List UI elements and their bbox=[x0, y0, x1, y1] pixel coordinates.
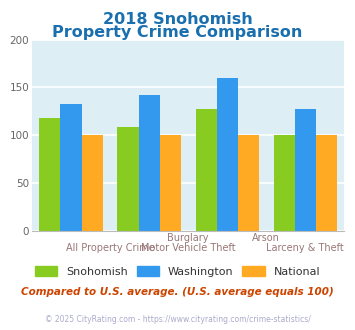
Bar bbox=[60, 104, 82, 231]
Text: Compared to U.S. average. (U.S. average equals 100): Compared to U.S. average. (U.S. average … bbox=[21, 287, 334, 297]
Text: Larceny & Theft: Larceny & Theft bbox=[266, 243, 344, 252]
Bar bbox=[217, 78, 238, 231]
Bar bbox=[39, 118, 60, 231]
Bar bbox=[316, 135, 337, 231]
Bar bbox=[160, 135, 181, 231]
Text: 2018 Snohomish: 2018 Snohomish bbox=[103, 12, 252, 26]
Text: Motor Vehicle Theft: Motor Vehicle Theft bbox=[141, 243, 235, 252]
Bar bbox=[82, 135, 103, 231]
Text: Burglary: Burglary bbox=[168, 233, 209, 243]
Bar bbox=[118, 127, 138, 231]
Text: Property Crime Comparison: Property Crime Comparison bbox=[52, 25, 303, 40]
Text: Arson: Arson bbox=[252, 233, 280, 243]
Text: © 2025 CityRating.com - https://www.cityrating.com/crime-statistics/: © 2025 CityRating.com - https://www.city… bbox=[45, 315, 310, 324]
Bar bbox=[238, 135, 259, 231]
Bar bbox=[295, 110, 316, 231]
Bar bbox=[138, 95, 160, 231]
Bar bbox=[196, 109, 217, 231]
Text: All Property Crime: All Property Crime bbox=[66, 243, 154, 252]
Bar bbox=[274, 135, 295, 231]
Legend: Snohomish, Washington, National: Snohomish, Washington, National bbox=[31, 261, 324, 281]
